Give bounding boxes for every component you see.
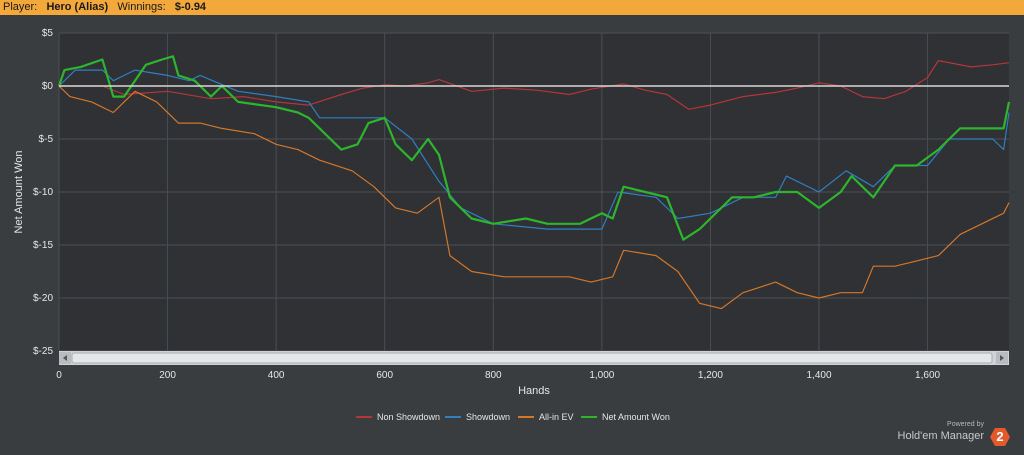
series-line-net-amount-won — [57, 55, 1011, 241]
x-tick-label: 0 — [56, 370, 62, 381]
logo-badge-icon: 2 — [990, 428, 1010, 446]
x-axis-title: Hands — [518, 385, 550, 397]
title-bar: Player: Hero (Alias) Winnings: $-0.94 — [0, 0, 1024, 15]
branding-logo: Powered by Hold'em Manager 2 — [898, 421, 1014, 449]
legend-item[interactable]: Showdown — [445, 412, 510, 422]
x-tick-label: 200 — [159, 370, 176, 381]
y-tick-label: $0 — [42, 81, 54, 92]
y-axis-ticks: $5 $0 $-5 $-10 $-15 $-20 $-25 — [33, 28, 53, 357]
series-line-non-showdown — [59, 60, 1010, 110]
player-name: Hero (Alias) — [46, 1, 109, 13]
legend-label: Showdown — [466, 412, 510, 422]
y-tick-label: $-5 — [39, 134, 54, 145]
x-tick-label: 1,400 — [806, 370, 831, 381]
legend-item[interactable]: All-in EV — [518, 412, 574, 422]
legend-item[interactable]: Net Amount Won — [581, 412, 670, 422]
horizontal-scrollbar[interactable] — [59, 351, 1009, 365]
x-tick-label: 1,000 — [589, 370, 614, 381]
series-line-all-in-ev — [58, 85, 1010, 310]
x-tick-label: 800 — [485, 370, 502, 381]
scroll-thumb[interactable] — [71, 352, 993, 364]
y-tick-label: $-10 — [33, 187, 53, 198]
winnings-label: Winnings: — [117, 1, 166, 13]
player-label: Player: — [3, 1, 38, 13]
y-tick-label: $5 — [42, 28, 54, 39]
x-tick-label: 600 — [376, 370, 393, 381]
legend: Non Showdown Showdown All-in EV Net Amount … — [356, 412, 670, 422]
y-tick-label: $-15 — [33, 240, 53, 251]
x-tick-label: 400 — [268, 370, 285, 381]
x-axis-ticks: 0 200 400 600 800 1,000 1,200 1,400 1,600 — [56, 370, 940, 381]
y-tick-label: $-25 — [33, 346, 53, 357]
legend-label: All-in EV — [539, 412, 574, 422]
scroll-right-arrow-icon — [1000, 355, 1004, 361]
product-name: Hold'em Manager — [897, 430, 984, 442]
x-tick-label: 1,600 — [915, 370, 940, 381]
series-layer — [57, 55, 1011, 310]
legend-label: Non Showdown — [377, 412, 440, 422]
graph-chart: $5 $0 $-5 $-10 $-15 $-20 $-25 0 200 400 600 800 1,0… — [13, 28, 1011, 422]
scroll-left-arrow-icon — [63, 355, 67, 361]
legend-item[interactable]: Non Showdown — [356, 412, 440, 422]
x-tick-label: 1,200 — [698, 370, 723, 381]
y-axis-title: Net Amount Won — [13, 151, 25, 234]
powered-by-text: Powered by — [947, 421, 984, 428]
series-line-showdown — [58, 69, 1010, 230]
y-tick-label: $-20 — [33, 293, 53, 304]
legend-label: Net Amount Won — [602, 412, 670, 422]
winnings-value: $-0.94 — [174, 1, 207, 13]
